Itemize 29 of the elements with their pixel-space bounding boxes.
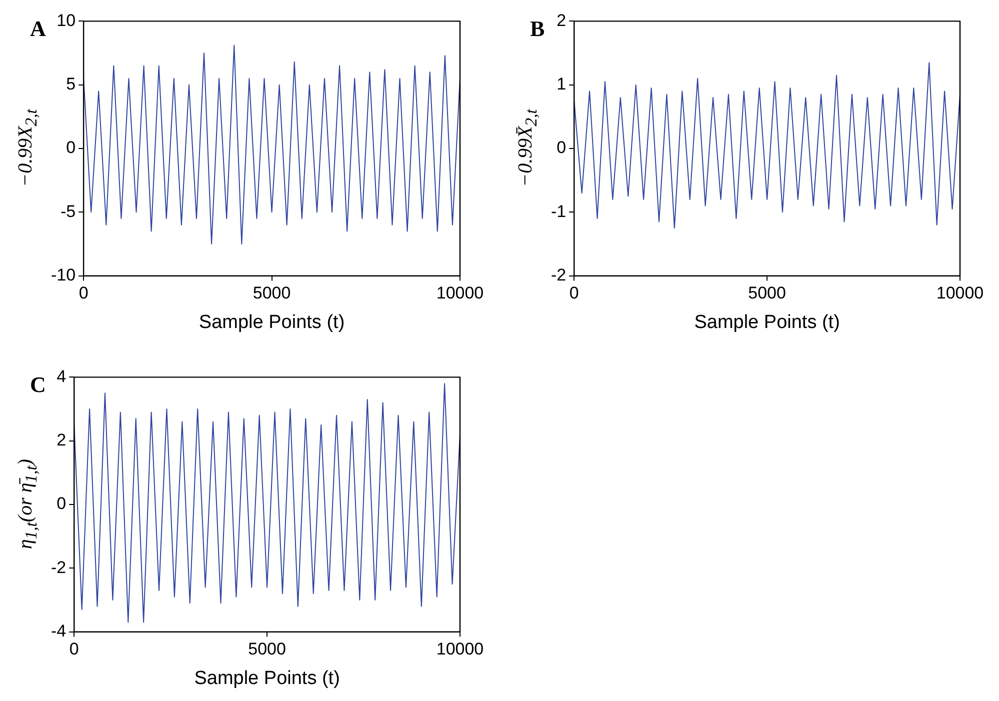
x-tick-label: 5000	[748, 284, 786, 303]
chart-title: A	[30, 16, 46, 42]
y-tick-label: 10	[56, 10, 76, 30]
y-tick-label: 1	[556, 74, 566, 94]
x-axis-title: Sample Points (t)	[694, 312, 840, 333]
x-axis-title: Sample Points (t)	[194, 668, 340, 689]
y-tick-label: -2	[550, 265, 566, 284]
y-tick-label: 2	[556, 10, 566, 30]
y-tick-label: -2	[50, 558, 66, 577]
y-tick-label: 4	[56, 366, 66, 386]
x-tick-label: 10000	[936, 284, 984, 303]
x-tick-label: 5000	[252, 284, 291, 303]
x-axis-title: Sample Points (t)	[198, 312, 345, 333]
y-tick-label: -1	[550, 202, 566, 221]
y-tick-label: -10	[50, 265, 76, 284]
y-tick-label: -4	[50, 621, 66, 640]
chart-title: C	[30, 372, 46, 398]
y-tick-label: 2	[56, 430, 66, 450]
x-tick-label: 0	[569, 284, 579, 303]
y-tick-label: 0	[66, 138, 76, 158]
x-tick-label: 10000	[436, 640, 484, 659]
x-tick-label: 10000	[436, 284, 484, 303]
chart-title: B	[530, 16, 545, 42]
y-tick-label: -5	[60, 202, 76, 221]
x-tick-label: 5000	[248, 640, 286, 659]
y-tick-label: 0	[556, 138, 566, 158]
y-tick-label: 0	[56, 494, 66, 514]
x-tick-label: 0	[78, 284, 88, 303]
y-tick-label: 5	[66, 74, 76, 94]
